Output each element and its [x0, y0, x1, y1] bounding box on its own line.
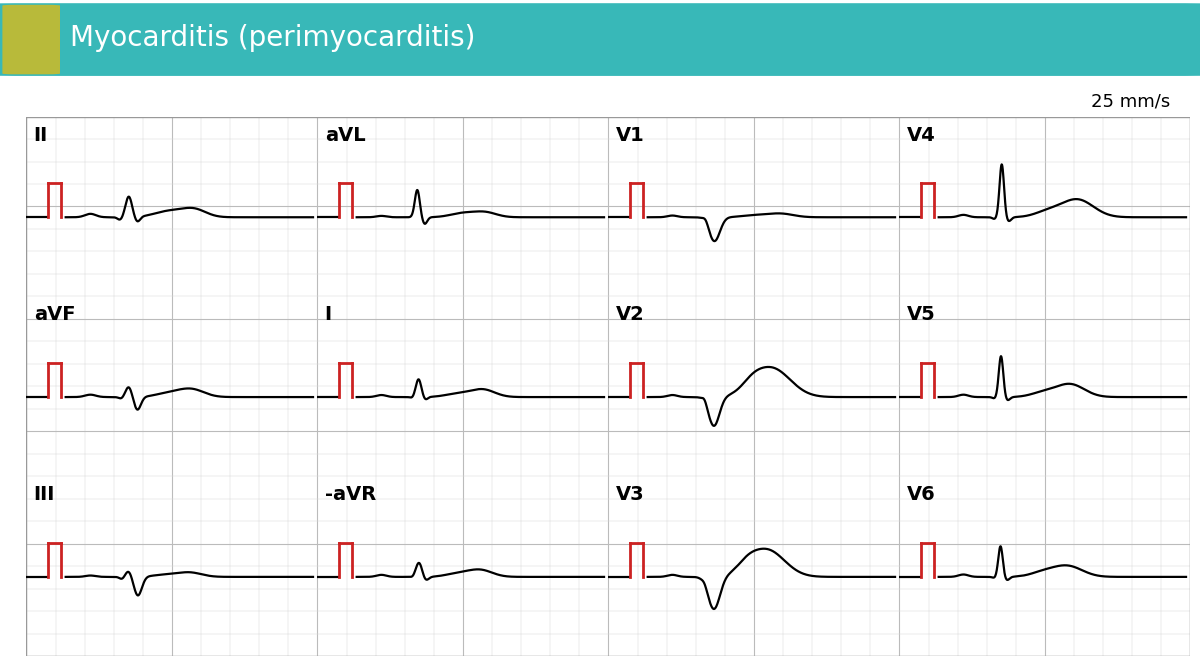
- Text: aVL: aVL: [325, 125, 365, 145]
- Text: V1: V1: [616, 125, 644, 145]
- FancyBboxPatch shape: [0, 3, 1200, 76]
- FancyBboxPatch shape: [2, 5, 60, 75]
- Text: 25 mm/s: 25 mm/s: [1091, 92, 1170, 111]
- Text: I: I: [325, 305, 331, 324]
- Text: Myocarditis (perimyocarditis): Myocarditis (perimyocarditis): [70, 25, 475, 53]
- Text: III: III: [34, 485, 55, 504]
- Text: II: II: [34, 125, 48, 145]
- Text: V6: V6: [907, 485, 936, 504]
- Text: V3: V3: [616, 485, 644, 504]
- Text: aVF: aVF: [34, 305, 76, 324]
- Text: V2: V2: [616, 305, 644, 324]
- Text: V4: V4: [907, 125, 936, 145]
- Text: -aVR: -aVR: [325, 485, 376, 504]
- Text: V5: V5: [907, 305, 936, 324]
